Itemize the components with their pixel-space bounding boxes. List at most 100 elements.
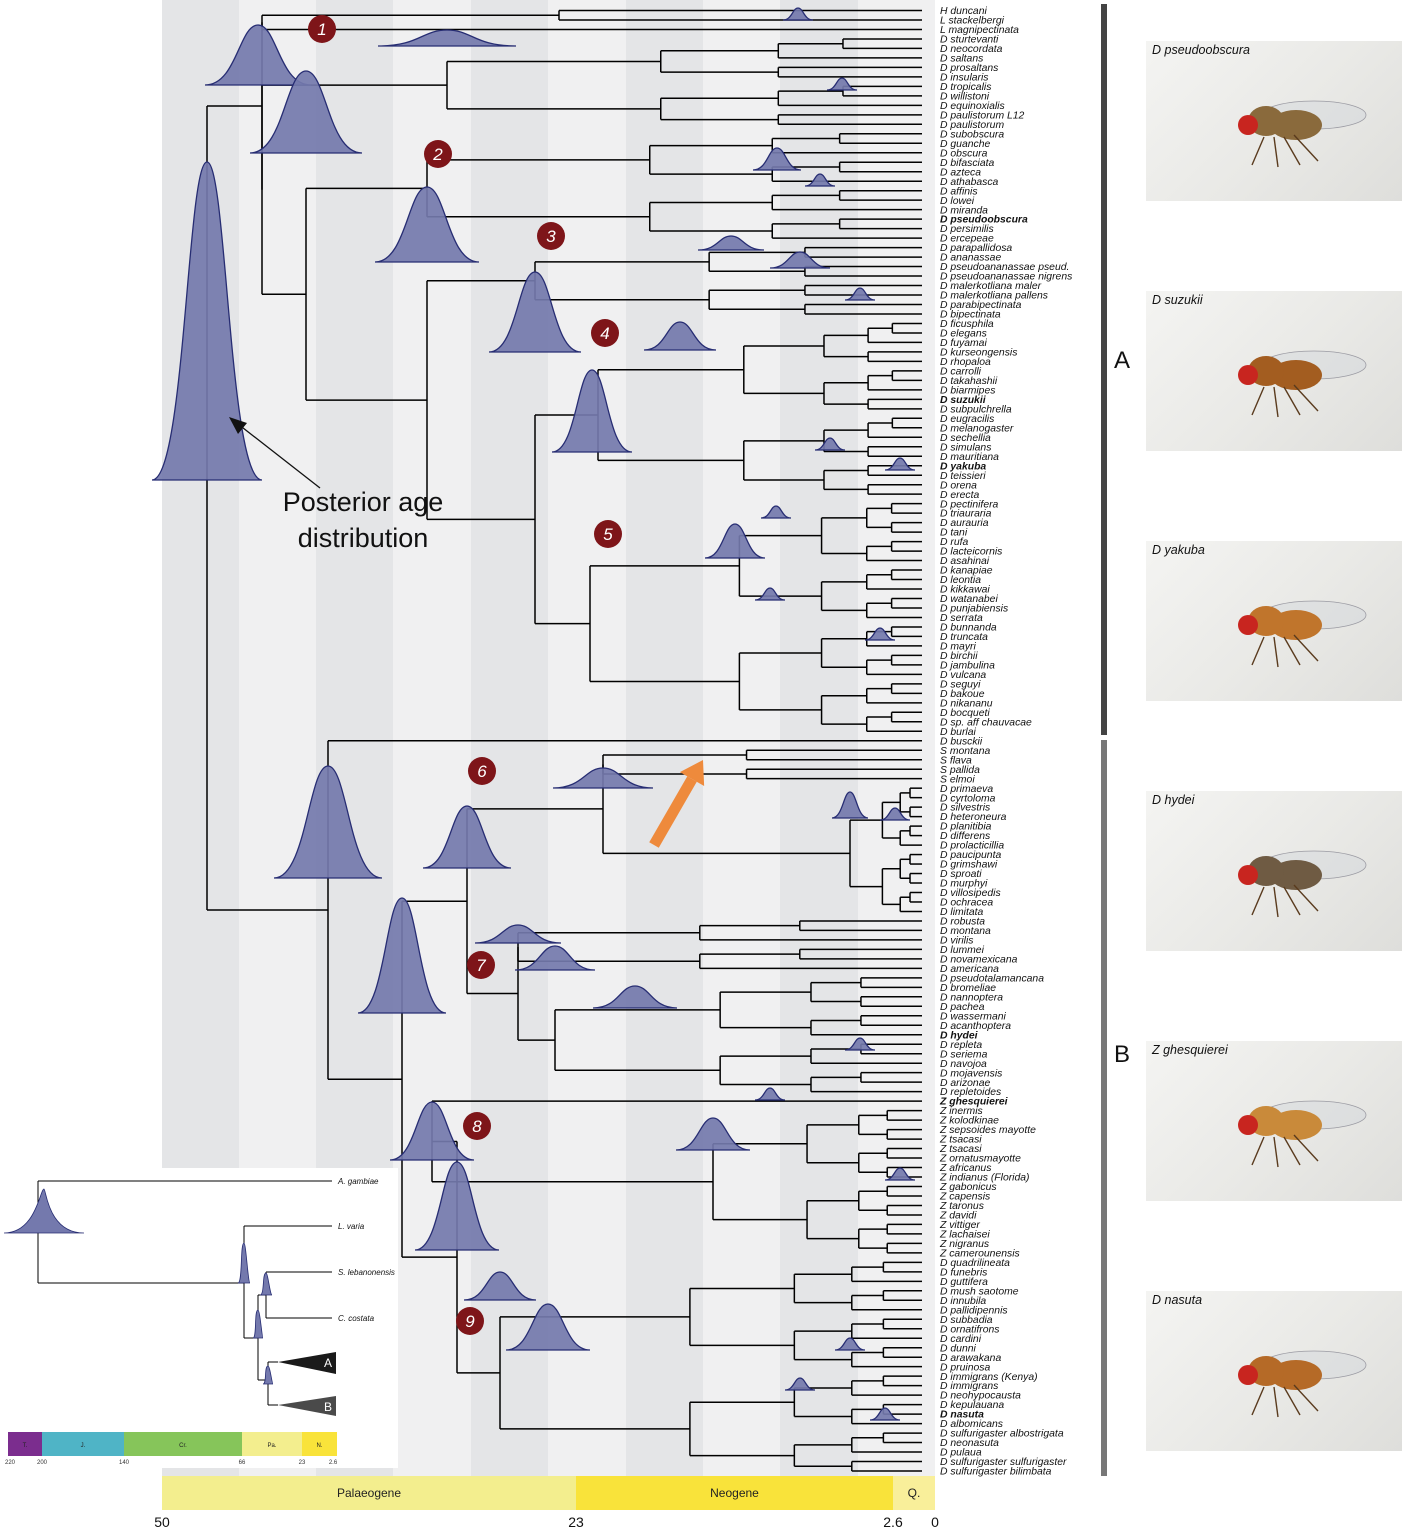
tip-label: D teissieri — [940, 471, 986, 482]
tip-label: D pseudoobscura — [940, 215, 1028, 226]
axis-tick-label: 50 — [154, 1514, 170, 1530]
inset-axis-tick: 2.6 — [329, 1460, 338, 1466]
geologic-timescale: Palaeogene Neogene Q. 50 23 2.6 0 — [154, 1476, 939, 1530]
fly-illustration — [1238, 100, 1367, 168]
photo-6: D nasuta — [1146, 1291, 1402, 1451]
posterior-density — [643, 321, 717, 351]
tip-label: D americana — [940, 964, 999, 975]
posterior-density — [752, 147, 802, 171]
tip-label: D hydei — [940, 1030, 979, 1041]
tip-label: D paucipunta — [940, 850, 1001, 861]
tip-label: L magnipectinata — [940, 25, 1019, 36]
orange-arrow-main-head — [679, 760, 705, 787]
fly-leg — [1283, 136, 1301, 166]
tip-label: D takahashii — [940, 376, 998, 387]
tip-label: D guttifera — [940, 1277, 988, 1288]
tip-label: Z gabonicus — [939, 1182, 997, 1193]
tip-label: D yakuba — [940, 461, 986, 472]
annotation-text: Posterior age distribution — [250, 484, 476, 556]
tip-label: D guanche — [940, 139, 990, 150]
tip-density — [884, 457, 916, 471]
tip-label: D pruinosa — [940, 1362, 990, 1373]
period-label: Q. — [908, 1486, 921, 1500]
tip-label: D sproati — [940, 869, 982, 880]
tip-label: D limitata — [940, 907, 984, 918]
tip-label: D parabipectinata — [940, 300, 1022, 311]
root-posterior-density — [151, 161, 263, 481]
tip-label: D malerkotliana maler — [940, 281, 1042, 292]
tip-label: D suzukii — [940, 395, 987, 406]
tip-label: Z taronus — [939, 1201, 984, 1212]
period-block — [893, 1476, 935, 1510]
fly-leg — [1293, 884, 1319, 912]
posterior-density — [474, 924, 562, 944]
tip-label: D busckii — [940, 736, 983, 747]
tip-label: Z lachaisei — [939, 1230, 990, 1241]
tip-density — [826, 77, 858, 91]
tip-label: D nasuta — [940, 1410, 984, 1421]
tip-label: D sturtevanti — [940, 35, 999, 46]
fly-leg — [1251, 136, 1265, 166]
inset-axis-tick: 220 — [5, 1460, 16, 1466]
tip-density — [754, 587, 786, 601]
fly-eye — [1238, 1365, 1258, 1385]
tip-label: D immigrans — [940, 1381, 998, 1392]
tip-label: D kanapiae — [940, 566, 993, 577]
tip-label: D truncata — [940, 632, 988, 643]
posterior-density — [463, 1271, 537, 1301]
tip-label: D kikkawai — [940, 585, 990, 596]
fly-leg — [1293, 634, 1319, 662]
tip-label: D neonasuta — [940, 1438, 999, 1449]
tip-label: D neocordata — [940, 44, 1003, 55]
fly-eye — [1238, 115, 1258, 135]
tip-label: D pseudoananassae nigrens — [940, 272, 1072, 283]
inset-era-label: J. — [81, 1443, 86, 1449]
posterior-density — [389, 1101, 475, 1161]
time-band — [780, 0, 858, 1476]
inset-density — [252, 1309, 264, 1339]
tip-label: D sulfurigaster sulfurigaster — [940, 1457, 1067, 1468]
tip-label: D tropicalis — [940, 82, 991, 93]
tip-label: D tani — [940, 528, 968, 539]
tip-label: D sechellia — [940, 433, 991, 444]
inset-clade-label-a: A — [324, 1356, 332, 1370]
tip-label: D pseudoananassae pseud. — [940, 262, 1069, 273]
fly-leg — [1283, 1136, 1301, 1166]
tip-label: D subbadia — [940, 1315, 993, 1326]
tip-label: Z africanus — [939, 1163, 991, 1174]
tip-label: D parapallidosa — [940, 243, 1012, 254]
tip-label: D lowei — [940, 196, 975, 207]
tip-label: D orena — [940, 480, 977, 491]
inset-era-block — [124, 1432, 242, 1456]
tip-label: D punjabiensis — [940, 604, 1008, 615]
tip-label: D funebris — [940, 1267, 987, 1278]
tip-density — [879, 807, 911, 821]
posterior-density — [273, 765, 383, 879]
inset-era-block — [302, 1432, 337, 1456]
tip-label: Z ghesquierei — [939, 1097, 1009, 1108]
clade-label-a: A — [1114, 347, 1131, 374]
node-badge-label: 9 — [465, 1312, 475, 1331]
tip-label: D fuyamai — [940, 338, 987, 349]
node-badge-label: 1 — [317, 20, 326, 39]
inset-tip-label: A. gambiae — [337, 1177, 379, 1186]
tip-label: D ananassae — [940, 253, 1001, 264]
tip-label: D sp. aff chauvacae — [940, 717, 1032, 728]
tip-label: D subobscura — [940, 129, 1004, 140]
inset-era-label: T. — [23, 1443, 28, 1449]
tip-label: D neohypocausta — [940, 1391, 1021, 1402]
tip-label: D sulfurigaster bilimbata — [940, 1467, 1052, 1478]
tip-label: D nikananu — [940, 698, 993, 709]
posterior-density — [374, 186, 480, 263]
fly-leg — [1273, 886, 1279, 918]
tip-label: D pectinifera — [940, 499, 999, 510]
tip-label: D athabasca — [940, 177, 999, 188]
annotation-pointer-line — [237, 423, 321, 489]
photo-label: D hydei — [1152, 793, 1195, 807]
node-badge-label: 7 — [476, 956, 486, 975]
tip-label: L stackelbergi — [940, 16, 1005, 27]
tip-label: D wassermani — [940, 1011, 1007, 1022]
tip-label: D arizonae — [940, 1078, 990, 1089]
